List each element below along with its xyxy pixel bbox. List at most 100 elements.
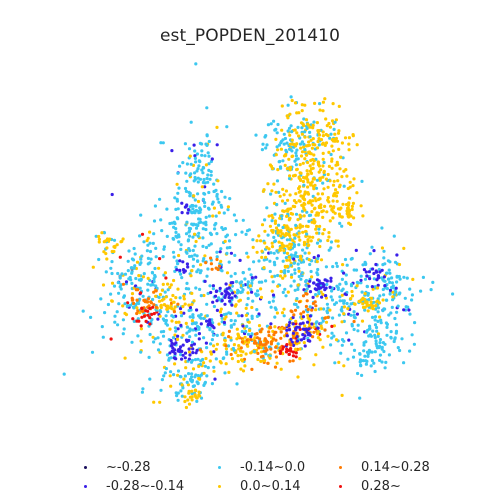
map-point: [197, 376, 201, 381]
map-point: [289, 337, 293, 341]
map-point: [332, 179, 336, 183]
map-point: [223, 302, 227, 306]
map-point: [197, 314, 201, 318]
map-point: [264, 279, 268, 283]
map-point: [276, 273, 280, 278]
map-point: [375, 344, 379, 348]
map-point: [131, 298, 135, 302]
map-point: [246, 291, 250, 295]
map-point: [309, 138, 313, 142]
map-point: [333, 120, 337, 124]
map-point: [118, 274, 122, 278]
map-point: [196, 268, 200, 272]
map-point: [126, 259, 130, 263]
map-point: [179, 247, 183, 251]
map-point: [280, 243, 284, 247]
map-point: [224, 235, 228, 239]
map-point: [90, 350, 95, 354]
map-point: [352, 348, 357, 352]
map-point: [219, 203, 223, 207]
map-point: [332, 334, 336, 338]
map-point: [240, 340, 244, 344]
map-point: [223, 317, 227, 321]
map-point: [250, 278, 254, 282]
map-point: [235, 311, 239, 315]
map-point: [215, 257, 219, 262]
map-point: [193, 358, 198, 362]
map-point: [304, 304, 308, 309]
map-point: [300, 271, 304, 275]
map-point: [340, 175, 344, 179]
map-point: [188, 154, 192, 158]
map-point: [249, 338, 253, 342]
map-point: [286, 290, 290, 294]
map-point: [297, 176, 301, 180]
map-point: [349, 297, 353, 301]
map-point: [211, 333, 215, 337]
map-point: [219, 259, 223, 263]
map-point: [163, 371, 167, 375]
map-point: [395, 274, 399, 278]
map-point: [298, 199, 302, 203]
map-point: [228, 299, 232, 303]
map-point: [288, 133, 292, 137]
map-point: [250, 332, 254, 336]
map-point: [378, 353, 383, 357]
map-point: [188, 315, 192, 319]
map-point: [213, 294, 218, 298]
map-point: [278, 351, 282, 355]
map-point: [158, 400, 162, 404]
map-point: [171, 336, 176, 340]
map-point: [281, 345, 285, 349]
map-point: [215, 143, 219, 147]
map-point: [154, 294, 158, 298]
map-point: [322, 169, 326, 173]
map-point: [183, 142, 187, 146]
map-point: [382, 293, 386, 297]
map-point: [384, 271, 389, 275]
map-point: [239, 346, 243, 350]
map-point: [187, 234, 192, 238]
map-point: [341, 263, 345, 267]
map-point: [293, 268, 297, 272]
map-point: [250, 305, 254, 310]
map-point: [289, 253, 293, 257]
map-point: [224, 344, 228, 348]
map-point: [140, 232, 145, 236]
map-point: [186, 398, 190, 402]
map-point: [351, 184, 355, 188]
map-point: [212, 350, 216, 354]
map-point: [179, 323, 183, 327]
map-point: [305, 169, 309, 173]
map-point: [277, 223, 281, 227]
map-point: [267, 300, 271, 304]
map-point: [115, 310, 119, 314]
map-point: [237, 314, 241, 318]
map-point: [205, 106, 209, 110]
map-point: [240, 314, 244, 318]
map-point: [346, 206, 350, 210]
map-point: [332, 192, 336, 196]
map-point: [162, 245, 166, 249]
map-point: [318, 239, 322, 243]
map-point: [359, 274, 363, 278]
map-point: [294, 302, 298, 307]
map-point: [324, 320, 329, 324]
map-point: [347, 136, 351, 140]
map-point: [181, 268, 186, 272]
map-point: [299, 215, 303, 219]
map-point: [163, 290, 167, 294]
map-point: [215, 299, 219, 303]
map-point: [277, 240, 281, 244]
map-point: [324, 265, 328, 269]
map-point: [245, 338, 249, 342]
map-point: [255, 308, 259, 312]
map-point: [330, 298, 335, 302]
map-point: [241, 271, 245, 275]
map-point: [302, 183, 306, 187]
map-point: [241, 369, 246, 373]
map-point: [213, 377, 217, 381]
map-point: [364, 262, 368, 266]
map-point: [278, 216, 282, 220]
